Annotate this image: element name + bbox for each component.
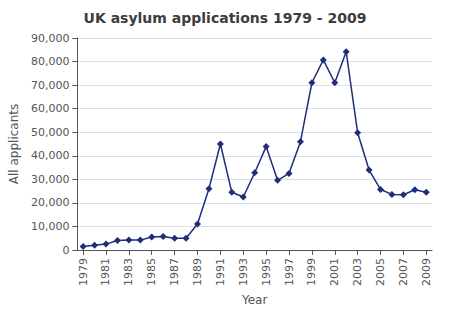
svg-text:1981: 1981 (99, 258, 112, 286)
svg-text:1995: 1995 (260, 258, 273, 286)
svg-text:1997: 1997 (283, 258, 296, 286)
svg-text:50,000: 50,000 (31, 126, 70, 139)
svg-text:1989: 1989 (191, 258, 204, 286)
svg-text:1993: 1993 (237, 258, 250, 286)
svg-text:2003: 2003 (351, 258, 364, 286)
svg-text:2005: 2005 (374, 258, 387, 286)
svg-text:30,000: 30,000 (31, 173, 70, 186)
svg-text:20,000: 20,000 (31, 196, 70, 209)
svg-text:1985: 1985 (145, 258, 158, 286)
svg-text:60,000: 60,000 (31, 102, 70, 115)
svg-text:80,000: 80,000 (31, 55, 70, 68)
svg-text:40,000: 40,000 (31, 149, 70, 162)
svg-text:All applicants: All applicants (7, 104, 21, 184)
svg-text:2009: 2009 (420, 258, 433, 286)
svg-text:1987: 1987 (168, 258, 181, 286)
svg-text:90,000: 90,000 (31, 32, 70, 45)
svg-text:2007: 2007 (397, 258, 410, 286)
svg-text:1991: 1991 (214, 258, 227, 286)
svg-text:10,000: 10,000 (31, 220, 70, 233)
svg-text:1999: 1999 (305, 258, 318, 286)
svg-text:Year: Year (241, 293, 267, 307)
svg-text:0: 0 (62, 244, 69, 257)
svg-text:1983: 1983 (122, 258, 135, 286)
svg-text:1979: 1979 (77, 258, 90, 286)
svg-text:UK asylum applications 1979 -: UK asylum applications 1979 - 2009 (84, 10, 367, 26)
svg-text:70,000: 70,000 (31, 79, 70, 92)
svg-text:2001: 2001 (328, 258, 341, 286)
